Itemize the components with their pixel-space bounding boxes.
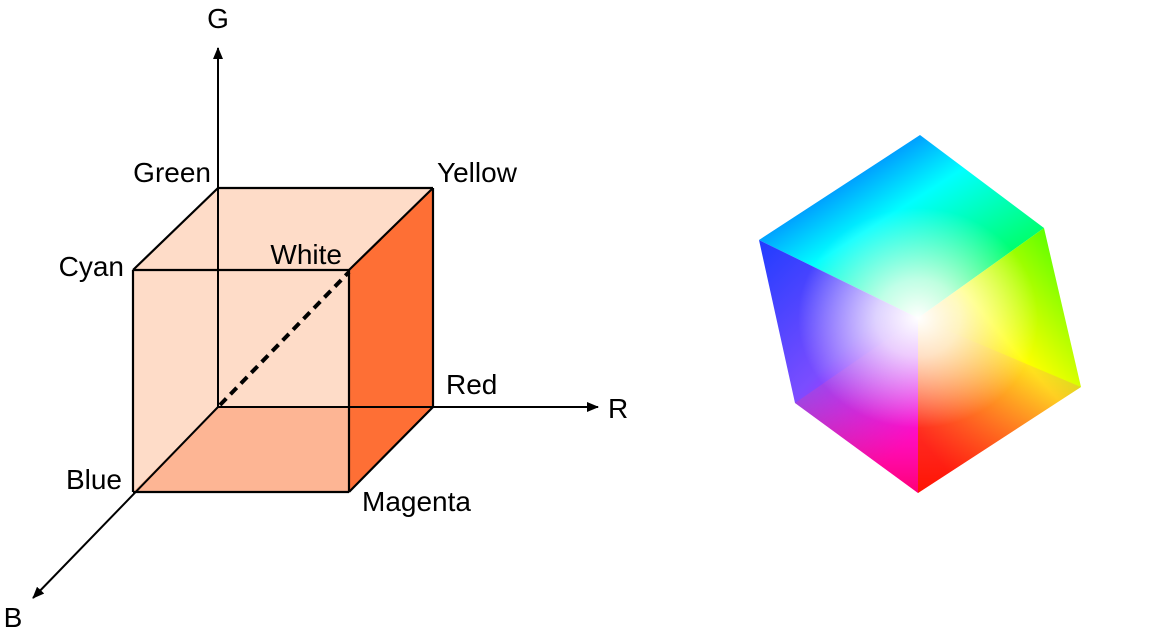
top-face [133, 188, 433, 270]
rendered-white-glow [798, 208, 1038, 428]
vertex-label-magenta: Magenta [362, 486, 471, 517]
gray-diagonal [218, 270, 351, 407]
axis-label-b: B [4, 602, 23, 633]
vertex-label-red: Red [446, 369, 497, 400]
vertex-label-cyan: Cyan [59, 251, 124, 282]
vertex-label-white: White [270, 239, 342, 270]
vertex-label-green: Green [133, 157, 211, 188]
right-face [349, 188, 433, 492]
schematic-cube: G R B Green Yellow Cyan White Red Blue M… [4, 3, 629, 633]
vertex-label-yellow: Yellow [437, 157, 518, 188]
b-axis [32, 406, 219, 599]
axis-label-g: G [207, 3, 229, 34]
vertex-label-blue: Blue [66, 464, 122, 495]
axis-label-r: R [608, 393, 628, 424]
rendered-color-cube [759, 135, 1081, 493]
cube-edges [131, 186, 435, 494]
